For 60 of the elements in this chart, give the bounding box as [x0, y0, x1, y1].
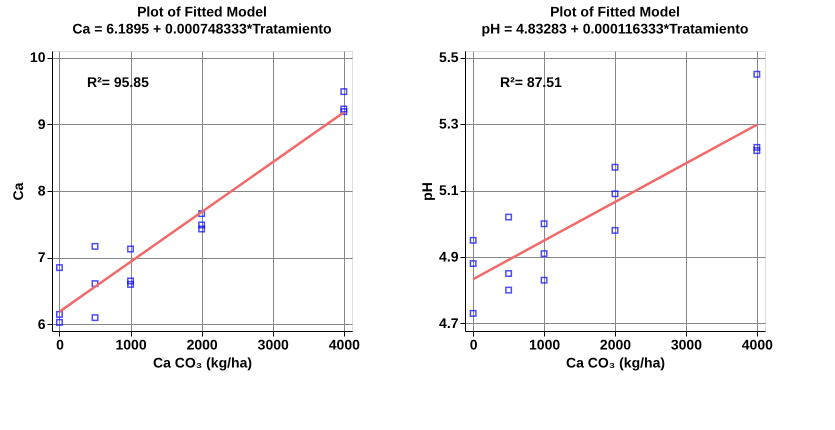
point	[470, 236, 477, 244]
point	[92, 280, 98, 288]
annotation: R²= 95.85	[87, 74, 150, 90]
point	[340, 88, 348, 96]
x-tick-label: 3000	[670, 336, 702, 352]
chart-subtitle: Ca = 6.1895 + 0.000748333*Tratamiento	[72, 20, 332, 37]
point	[753, 70, 760, 78]
point	[56, 310, 63, 318]
point	[540, 276, 548, 284]
chart-subtitle: pH = 4.83283 + 0.000116333*Tratamiento	[482, 20, 748, 37]
x-axis-title: Ca CO₃ (kg/ha)	[566, 354, 666, 370]
x-tick-label: 0	[56, 336, 64, 352]
point	[92, 314, 98, 322]
y-tick-label: 5.3	[439, 116, 459, 132]
point	[198, 226, 206, 232]
point	[505, 214, 512, 221]
point	[505, 286, 512, 294]
point	[56, 264, 63, 272]
y-axis-title: pH	[419, 182, 436, 201]
point	[612, 226, 618, 234]
point	[127, 278, 134, 284]
y-tick-label: 5.1	[439, 182, 459, 198]
x-tick-label: 3000	[258, 336, 290, 352]
annotation: R²= 87.51	[500, 74, 562, 90]
chart-title: Plot of Fitted Model	[137, 4, 267, 20]
point	[198, 210, 206, 218]
point	[505, 270, 512, 278]
point	[127, 280, 134, 288]
point	[540, 220, 548, 228]
point	[470, 310, 477, 317]
x-tick-label: 2000	[186, 336, 218, 352]
y-tick-label: 9	[38, 116, 46, 132]
x-tick-label: 1000	[529, 336, 560, 352]
point	[470, 260, 477, 268]
point	[198, 222, 206, 228]
point	[340, 108, 348, 116]
point	[340, 106, 348, 112]
y-tick-label: 6	[38, 316, 46, 332]
chart-title: Plot of Fitted Model	[550, 4, 680, 20]
point	[612, 190, 618, 198]
point	[92, 242, 98, 250]
x-tick-label: 0	[470, 336, 478, 352]
x-tick-label: 2000	[600, 336, 632, 352]
point	[540, 250, 548, 258]
x-tick-label: 4000	[742, 336, 774, 352]
x-tick-label: 4000	[328, 336, 360, 352]
point	[753, 147, 760, 154]
x-axis-title: Ca CO₃ (kg/ha)	[152, 354, 252, 370]
point	[753, 144, 760, 151]
point	[56, 318, 63, 326]
y-tick-label: 4.9	[439, 248, 459, 264]
y-tick-label: 8	[38, 182, 46, 198]
y-tick-label: 10	[30, 49, 46, 66]
y-tick-label: 4.7	[439, 314, 459, 331]
y-tick-label: 7	[38, 249, 46, 266]
point	[127, 246, 134, 252]
x-tick-label: 1000	[115, 336, 147, 352]
point	[612, 164, 618, 171]
y-tick-label: 5.5	[439, 49, 459, 66]
y-axis-title: Ca	[10, 182, 26, 200]
